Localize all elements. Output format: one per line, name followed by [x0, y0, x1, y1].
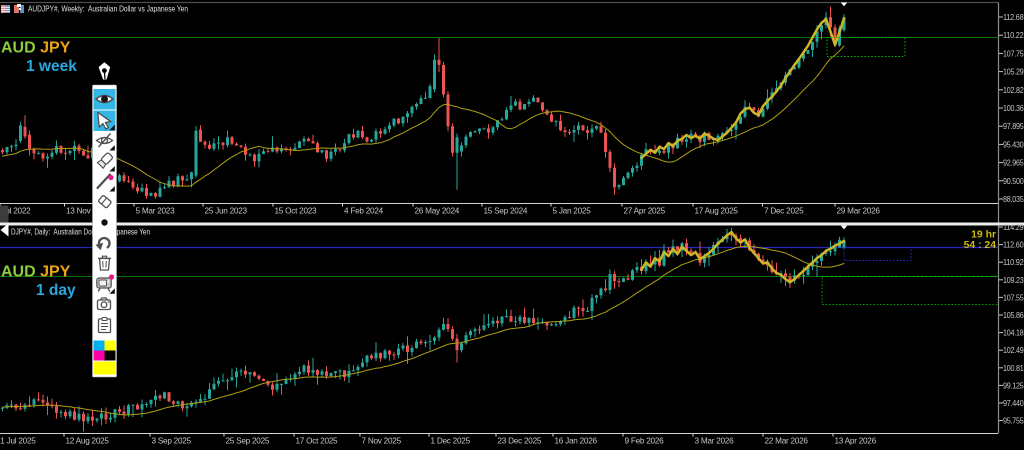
svg-text:1 week: 1 week	[26, 58, 77, 75]
svg-text:22 Mar 2026: 22 Mar 2026	[765, 437, 809, 446]
svg-text:110.92: 110.92	[1003, 258, 1024, 267]
svg-text:17 Oct 2025: 17 Oct 2025	[296, 437, 339, 446]
svg-text:23 Dec 2025: 23 Dec 2025	[498, 437, 542, 446]
svg-text:7 Nov 2025: 7 Nov 2025	[362, 437, 402, 446]
svg-text:13 Nov 2022: 13 Nov 2022	[66, 207, 110, 216]
svg-text:90.500: 90.500	[1003, 177, 1024, 186]
svg-text:15 Oct 2023: 15 Oct 2023	[275, 207, 318, 216]
svg-text:54 : 24: 54 : 24	[964, 240, 997, 251]
svg-text:17 Aug 2025: 17 Aug 2025	[695, 207, 739, 216]
svg-text:5 Mar 2023: 5 Mar 2023	[136, 207, 176, 216]
svg-text:12 Aug 2025: 12 Aug 2025	[66, 437, 110, 446]
svg-text:AUD JPY: AUD JPY	[1, 264, 71, 281]
svg-text:4 Feb 2024: 4 Feb 2024	[344, 207, 384, 216]
svg-text:3 Sep 2025: 3 Sep 2025	[152, 437, 192, 446]
svg-text:105.86: 105.86	[1003, 311, 1024, 320]
svg-text:5 Jan 2025: 5 Jan 2025	[553, 207, 592, 216]
svg-text:100.36: 100.36	[1003, 104, 1024, 113]
svg-text:112.60: 112.60	[1003, 241, 1024, 250]
svg-text:99.125: 99.125	[1003, 381, 1024, 390]
svg-text:AUDJPY#, Weekly: Australian D: AUDJPY#, Weekly: Australian Dollar vs Ja…	[28, 4, 188, 14]
svg-text:25 Sep 2025: 25 Sep 2025	[226, 437, 270, 446]
svg-text:21 Jul 2025: 21 Jul 2025	[0, 437, 36, 446]
svg-text:DJPY#, Daily: Australian Doll: DJPY#, Daily: Australian Dollar vs Japan…	[11, 227, 150, 237]
svg-text:107.75: 107.75	[1003, 49, 1024, 58]
svg-text:29 Mar 2026: 29 Mar 2026	[837, 207, 881, 216]
svg-text:27 Apr 2025: 27 Apr 2025	[624, 207, 666, 216]
svg-text:26 May 2024: 26 May 2024	[415, 207, 460, 216]
svg-text:95.755: 95.755	[1003, 417, 1024, 426]
svg-text:25 Jun 2023: 25 Jun 2023	[205, 207, 248, 216]
svg-text:AUD JPY: AUD JPY	[1, 40, 71, 57]
svg-text:105.29: 105.29	[1003, 68, 1024, 77]
svg-text:1 Dec 2025: 1 Dec 2025	[431, 437, 471, 446]
svg-text:104.18: 104.18	[1003, 329, 1024, 338]
svg-text:107.55: 107.55	[1003, 293, 1024, 302]
svg-text:16 Jan 2026: 16 Jan 2026	[555, 437, 598, 446]
svg-text:112.68: 112.68	[1003, 13, 1024, 22]
svg-text:110.22: 110.22	[1003, 31, 1024, 40]
svg-text:1 day: 1 day	[36, 282, 76, 299]
svg-text:15 Sep 2024: 15 Sep 2024	[484, 207, 528, 216]
svg-text:109.23: 109.23	[1003, 276, 1024, 285]
svg-text:9 Feb 2026: 9 Feb 2026	[625, 437, 665, 446]
svg-text:13 Apr 2026: 13 Apr 2026	[835, 437, 877, 446]
svg-text:100.81: 100.81	[1003, 364, 1024, 373]
svg-text:95.430: 95.430	[1003, 140, 1024, 149]
svg-text:Jul 2022: Jul 2022	[2, 207, 32, 216]
svg-text:3 Mar 2026: 3 Mar 2026	[695, 437, 735, 446]
svg-text:102.49: 102.49	[1003, 346, 1024, 355]
svg-text:92.965: 92.965	[1003, 159, 1024, 168]
svg-text:97.440: 97.440	[1003, 399, 1024, 408]
svg-text:97.895: 97.895	[1003, 122, 1024, 131]
svg-text:88.035: 88.035	[1003, 195, 1024, 204]
svg-text:7 Dec 2025: 7 Dec 2025	[764, 207, 804, 216]
svg-text:102.82: 102.82	[1003, 86, 1024, 95]
svg-text:114.29: 114.29	[1003, 223, 1024, 232]
svg-text:19 hr: 19 hr	[971, 230, 996, 241]
